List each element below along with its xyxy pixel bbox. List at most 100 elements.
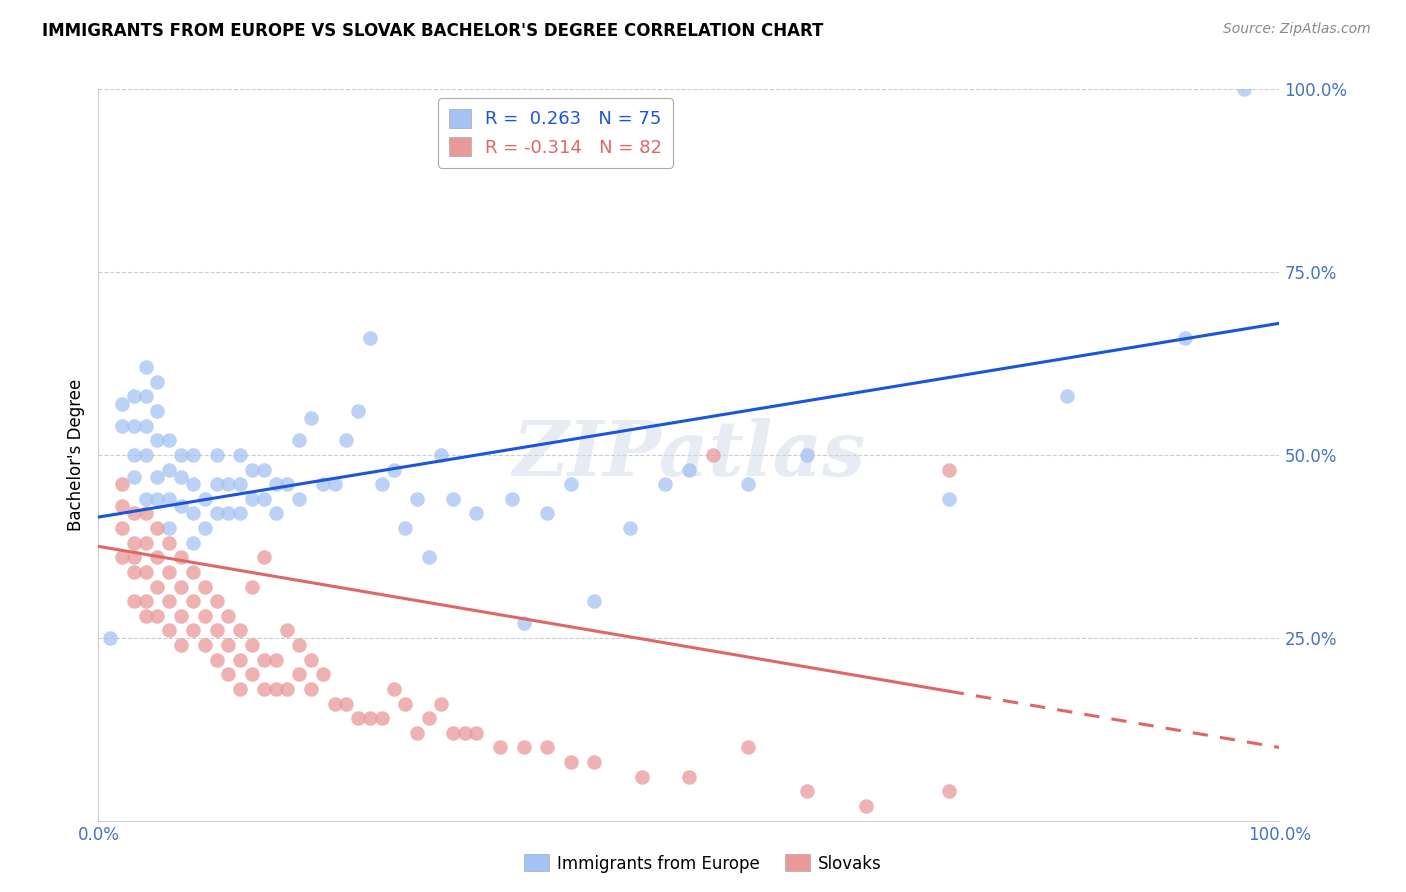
Point bbox=[146, 580, 169, 594]
Point bbox=[560, 755, 582, 769]
Point bbox=[1233, 82, 1256, 96]
Point bbox=[678, 462, 700, 476]
Point bbox=[170, 448, 193, 462]
Point bbox=[1056, 389, 1078, 403]
Point bbox=[229, 507, 252, 521]
Point bbox=[418, 711, 440, 725]
Point bbox=[371, 711, 394, 725]
Point bbox=[205, 624, 228, 638]
Point bbox=[146, 375, 169, 389]
Point bbox=[938, 491, 960, 506]
Point bbox=[536, 740, 558, 755]
Point bbox=[111, 499, 134, 513]
Point bbox=[702, 448, 724, 462]
Point bbox=[678, 770, 700, 784]
Point bbox=[347, 711, 370, 725]
Point bbox=[122, 565, 145, 579]
Point bbox=[335, 697, 357, 711]
Point bbox=[157, 535, 180, 549]
Point bbox=[299, 681, 322, 696]
Point bbox=[205, 653, 228, 667]
Point bbox=[299, 411, 322, 425]
Point bbox=[264, 681, 287, 696]
Point bbox=[371, 477, 394, 491]
Point bbox=[394, 521, 416, 535]
Point bbox=[418, 550, 440, 565]
Point bbox=[276, 624, 298, 638]
Point bbox=[181, 507, 204, 521]
Point bbox=[229, 653, 252, 667]
Point bbox=[382, 462, 405, 476]
Point bbox=[288, 638, 311, 652]
Point bbox=[217, 608, 239, 623]
Point bbox=[465, 726, 488, 740]
Point bbox=[157, 491, 180, 506]
Point bbox=[122, 535, 145, 549]
Point bbox=[135, 507, 157, 521]
Point bbox=[157, 462, 180, 476]
Point bbox=[135, 491, 157, 506]
Point bbox=[146, 404, 169, 418]
Point bbox=[194, 638, 217, 652]
Point bbox=[111, 397, 134, 411]
Point bbox=[111, 521, 134, 535]
Point bbox=[194, 521, 217, 535]
Point bbox=[583, 755, 606, 769]
Point bbox=[122, 389, 145, 403]
Point bbox=[240, 580, 263, 594]
Point bbox=[146, 434, 169, 448]
Point bbox=[146, 608, 169, 623]
Point bbox=[335, 434, 357, 448]
Point bbox=[359, 711, 381, 725]
Point bbox=[359, 331, 381, 345]
Point bbox=[229, 681, 252, 696]
Point bbox=[501, 491, 523, 506]
Point bbox=[122, 507, 145, 521]
Point bbox=[288, 491, 311, 506]
Point bbox=[111, 550, 134, 565]
Point bbox=[194, 608, 217, 623]
Point bbox=[122, 448, 145, 462]
Point bbox=[560, 477, 582, 491]
Point bbox=[441, 491, 464, 506]
Point bbox=[217, 507, 239, 521]
Point bbox=[205, 448, 228, 462]
Point bbox=[619, 521, 641, 535]
Point bbox=[253, 550, 276, 565]
Point bbox=[453, 726, 475, 740]
Point bbox=[170, 470, 193, 484]
Point bbox=[146, 550, 169, 565]
Point bbox=[796, 784, 818, 798]
Point bbox=[217, 477, 239, 491]
Point bbox=[229, 624, 252, 638]
Legend: R =  0.263   N = 75, R = -0.314   N = 82: R = 0.263 N = 75, R = -0.314 N = 82 bbox=[439, 98, 673, 168]
Point bbox=[253, 462, 276, 476]
Text: Source: ZipAtlas.com: Source: ZipAtlas.com bbox=[1223, 22, 1371, 37]
Point bbox=[135, 418, 157, 433]
Point bbox=[253, 681, 276, 696]
Point bbox=[253, 491, 276, 506]
Point bbox=[170, 580, 193, 594]
Point bbox=[181, 565, 204, 579]
Point bbox=[181, 594, 204, 608]
Point bbox=[312, 477, 335, 491]
Point bbox=[170, 499, 193, 513]
Point bbox=[382, 681, 405, 696]
Point bbox=[253, 653, 276, 667]
Point bbox=[512, 740, 534, 755]
Point bbox=[430, 448, 453, 462]
Point bbox=[170, 550, 193, 565]
Point bbox=[394, 697, 416, 711]
Point bbox=[135, 448, 157, 462]
Point bbox=[264, 507, 287, 521]
Point bbox=[312, 667, 335, 681]
Point bbox=[146, 491, 169, 506]
Point bbox=[406, 726, 429, 740]
Point bbox=[489, 740, 512, 755]
Point bbox=[299, 653, 322, 667]
Point bbox=[157, 434, 180, 448]
Point bbox=[157, 624, 180, 638]
Point bbox=[217, 667, 239, 681]
Point bbox=[229, 477, 252, 491]
Point bbox=[938, 784, 960, 798]
